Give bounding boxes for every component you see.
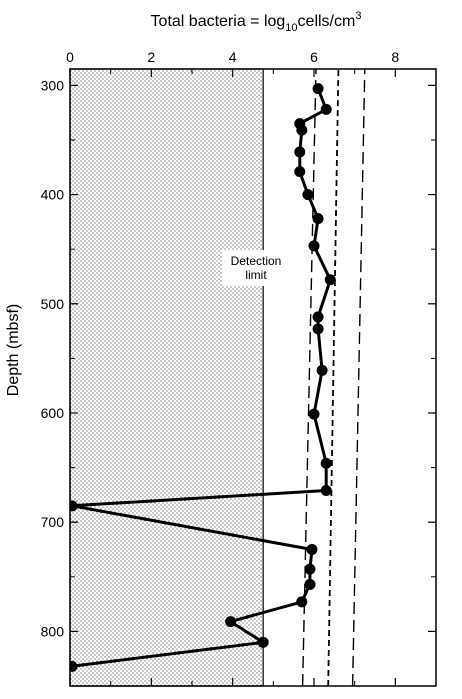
series-line-3 <box>351 69 366 686</box>
x-tick-label: 2 <box>147 49 155 65</box>
data-point <box>320 103 332 115</box>
title-middle: cells/cm <box>298 13 356 30</box>
y-tick-label: 700 <box>41 514 65 530</box>
annotation-line-2: limit <box>245 268 267 282</box>
data-point <box>316 364 328 376</box>
data-point <box>257 636 269 648</box>
x-tick-label: 6 <box>310 49 318 65</box>
y-tick-label: 800 <box>41 623 65 639</box>
data-point <box>304 578 316 590</box>
title-subscript: 10 <box>285 22 297 34</box>
data-point <box>320 457 332 469</box>
data-point <box>294 146 306 158</box>
x-tick-label: 8 <box>391 49 399 65</box>
y-tick-label: 300 <box>41 77 65 93</box>
data-point <box>296 596 308 608</box>
y-tick-label: 500 <box>41 296 65 312</box>
data-point <box>302 189 314 201</box>
plot-frame <box>69 68 437 687</box>
y-tick-label: 400 <box>41 187 65 203</box>
data-point <box>308 408 320 420</box>
data-point <box>312 213 324 225</box>
y-axis-label: Depth (mbsf) <box>5 304 22 396</box>
data-point <box>308 240 320 252</box>
data-point <box>312 323 324 335</box>
data-point <box>324 274 336 286</box>
shaded-region <box>69 68 264 687</box>
x-tick-label: 4 <box>229 49 237 65</box>
data-point <box>296 124 308 136</box>
chart-title: Total bacteria = log10cells/cm3 <box>151 10 362 34</box>
data-point <box>312 83 324 95</box>
data-point <box>70 660 78 672</box>
data-point <box>306 543 318 555</box>
annotation-line-1: Detection <box>231 254 282 268</box>
data-point <box>320 485 332 497</box>
y-tick-label: 600 <box>41 405 65 421</box>
data-point <box>312 311 324 323</box>
data-point <box>294 166 306 178</box>
series-line-2 <box>327 69 340 686</box>
annotation-background <box>222 250 290 286</box>
series-line-1 <box>301 69 317 686</box>
title-prefix: Total bacteria = log <box>151 13 286 30</box>
data-point <box>70 500 78 512</box>
data-point <box>225 616 237 628</box>
title-superscript: 3 <box>355 10 361 22</box>
x-tick-label: 0 <box>66 49 74 65</box>
detection-limit-annotation: Detection limit <box>222 250 290 286</box>
data-point <box>304 563 316 575</box>
